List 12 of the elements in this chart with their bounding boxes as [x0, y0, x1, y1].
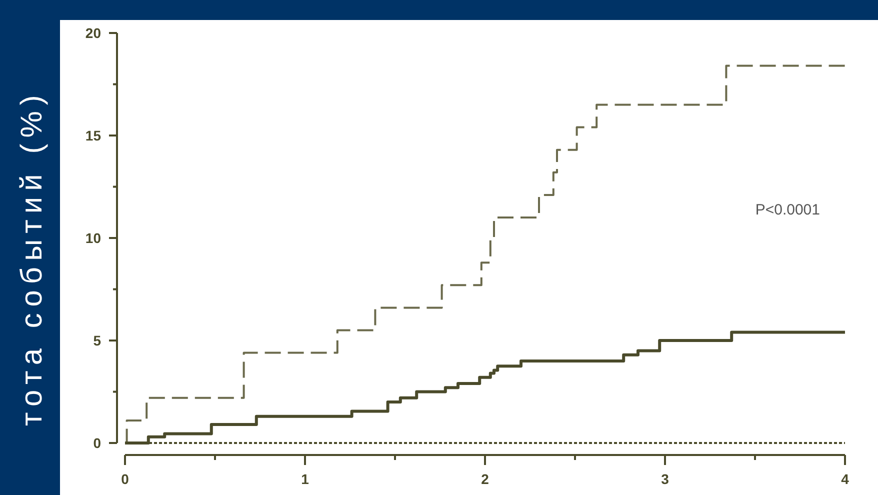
x-tick-label: 0 [121, 471, 130, 487]
y-tick-label: 20 [85, 25, 102, 41]
y-axis-title: тота событий (%) [16, 89, 48, 426]
y-tick-label: 5 [93, 332, 102, 348]
y-tick-label: 10 [85, 230, 102, 246]
x-tick-label: 3 [661, 471, 670, 487]
x-tick-label: 4 [841, 471, 850, 487]
y-tick-label: 15 [85, 128, 102, 144]
x-tick-label: 1 [301, 471, 310, 487]
x-tick-label: 2 [481, 471, 490, 487]
y-tick-label: 0 [93, 435, 102, 451]
annotation: P<0.0001 [755, 202, 820, 218]
